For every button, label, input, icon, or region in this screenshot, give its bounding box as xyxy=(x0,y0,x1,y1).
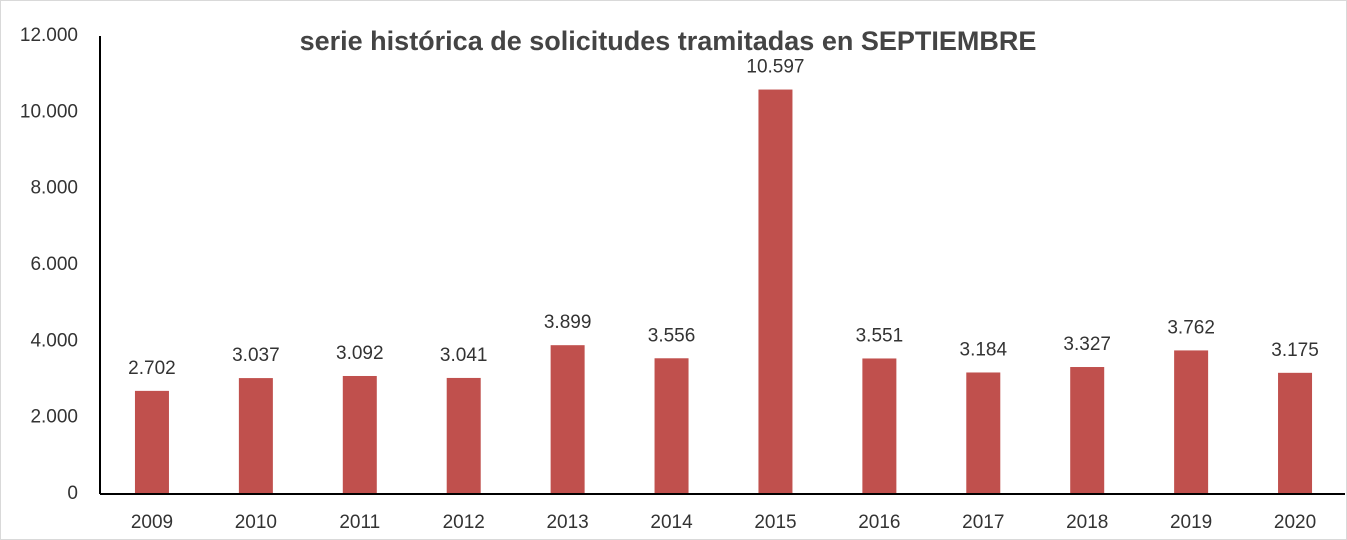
y-tick-label: 8.000 xyxy=(30,178,78,199)
bar xyxy=(654,358,689,494)
x-tick-label: 2016 xyxy=(858,512,900,533)
value-label: 3.184 xyxy=(960,339,1008,360)
bar xyxy=(758,89,793,494)
bar xyxy=(1174,350,1209,494)
chart-title: serie histórica de solicitudes tramitada… xyxy=(300,26,1037,56)
y-tick-label: 12.000 xyxy=(20,25,78,46)
bar xyxy=(862,358,897,494)
value-label: 3.041 xyxy=(440,345,488,366)
x-tick-label: 2017 xyxy=(962,512,1004,533)
x-tick-label: 2020 xyxy=(1274,512,1316,533)
x-tick-label: 2013 xyxy=(546,512,588,533)
x-tick-label: 2014 xyxy=(650,512,693,533)
x-tick-label: 2018 xyxy=(1066,512,1108,533)
bar xyxy=(550,345,585,494)
x-tick-label: 2015 xyxy=(754,512,796,533)
value-label: 2.702 xyxy=(128,358,176,379)
y-tick-label: 0 xyxy=(67,483,78,504)
x-tick-label: 2009 xyxy=(131,512,173,533)
value-label: 3.762 xyxy=(1167,317,1215,338)
value-label: 3.551 xyxy=(856,325,904,346)
value-label: 3.327 xyxy=(1063,334,1111,355)
bar xyxy=(238,378,273,494)
value-label: 3.899 xyxy=(544,312,592,333)
value-label: 3.175 xyxy=(1271,340,1319,361)
y-tick-label: 10.000 xyxy=(20,101,78,122)
y-tick-label: 4.000 xyxy=(30,330,78,351)
y-tick-label: 2.000 xyxy=(30,407,78,428)
bar xyxy=(446,377,481,494)
y-tick-label: 6.000 xyxy=(30,254,78,275)
x-tick-label: 2010 xyxy=(235,512,277,533)
bar xyxy=(1278,372,1313,494)
bar xyxy=(1070,367,1105,494)
value-label: 10.597 xyxy=(746,57,804,78)
value-label: 3.037 xyxy=(232,345,280,366)
x-tick-label: 2011 xyxy=(339,512,380,533)
value-label: 3.092 xyxy=(336,343,384,364)
value-label: 3.556 xyxy=(648,325,696,346)
x-tick-label: 2019 xyxy=(1170,512,1212,533)
bar xyxy=(342,375,377,494)
bar xyxy=(134,390,169,494)
bar xyxy=(966,372,1001,494)
x-tick-label: 2012 xyxy=(443,512,485,533)
